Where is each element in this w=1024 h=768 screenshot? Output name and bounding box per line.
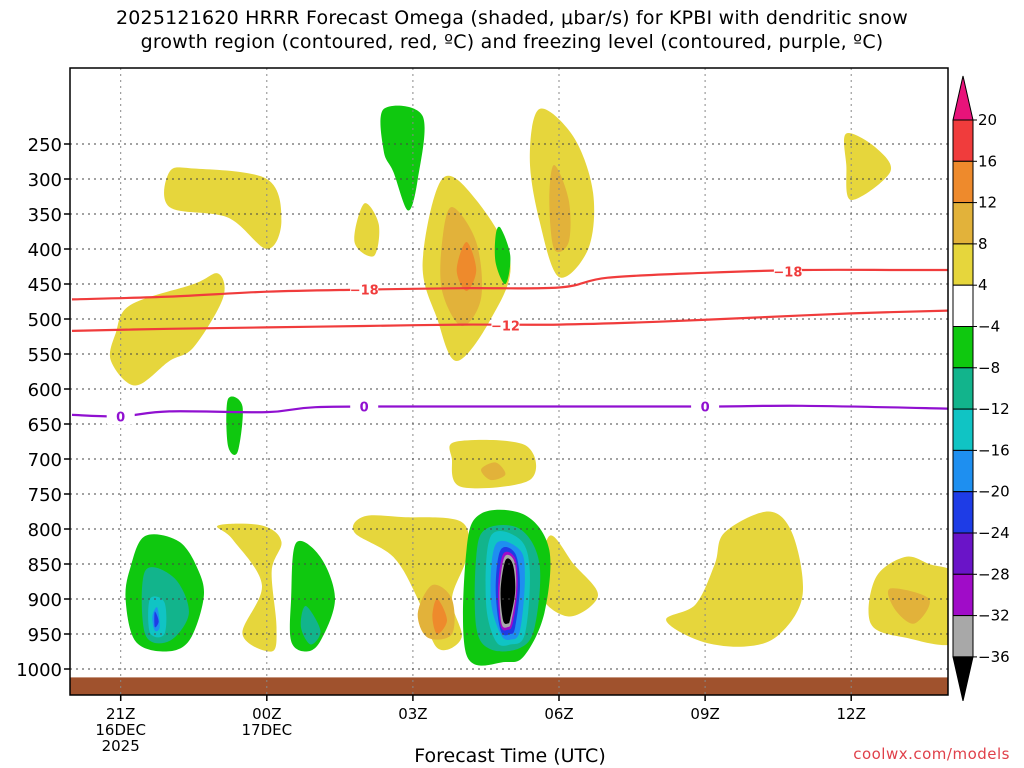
omega-region-4-9 — [538, 535, 599, 617]
x-tick-label-0-2: 2025 — [102, 737, 140, 755]
y-tick-label-13: 900 — [28, 590, 62, 611]
omega-region-4-10 — [666, 511, 804, 647]
colorbar-bottom-arrow — [952, 656, 974, 702]
colorbar-swatch-11 — [952, 532, 974, 575]
omega-region-4-4 — [843, 133, 892, 201]
colorbar-swatch-10 — [952, 491, 974, 534]
contour-label-1: −18 — [773, 265, 802, 280]
contour-label-0: −18 — [350, 284, 379, 299]
surface-band — [70, 677, 948, 695]
colorbar-label-7: −12 — [978, 400, 1010, 418]
omega-region-12-1 — [432, 598, 447, 635]
y-tick-label-3: 400 — [28, 240, 62, 261]
colorbar-swatch-5 — [952, 284, 974, 328]
colorbar-label-8: −16 — [978, 441, 1010, 459]
omega-shading — [70, 105, 948, 695]
plot-frame — [69, 67, 949, 696]
credit-text: coolwx.com/models — [853, 745, 1010, 763]
chart-title: 2025121620 HRRR Forecast Omega (shaded, … — [0, 6, 1024, 54]
colorbar-swatch-8 — [952, 408, 974, 451]
contour-label-bg-3 — [106, 408, 135, 425]
colorbar-swatch-3 — [952, 202, 974, 245]
colorbar-label-10: −24 — [978, 524, 1010, 542]
colorbar-swatch-1 — [952, 119, 974, 162]
y-tick-label-7: 600 — [28, 380, 62, 401]
y-tick-label-10: 750 — [28, 485, 62, 506]
x-tick-label-3-0: 06Z — [544, 705, 573, 723]
contour-label-bg-1 — [773, 263, 802, 280]
x-tick-label-1-0: 00Z — [252, 705, 281, 723]
omega-region-neg4-1 — [494, 226, 511, 285]
omega-region-neg36-0 — [500, 558, 516, 624]
colorbar-label-2: 12 — [978, 194, 997, 212]
colorbar-swatch-12 — [952, 573, 974, 617]
contour-lines: −18 −18 −12 0 0 0 — [71, 263, 948, 425]
omega-region-neg4-0 — [380, 105, 425, 211]
y-tick-label-9: 700 — [28, 450, 62, 471]
colorbar-label-5: −4 — [978, 318, 1000, 336]
omega-region-4-0 — [164, 167, 282, 250]
colorbar-label-1: 16 — [978, 152, 997, 170]
colorbar-swatch-6 — [952, 326, 974, 369]
y-tick-label-14: 950 — [28, 625, 62, 646]
y-tick-label-1: 300 — [28, 170, 62, 191]
contour-line-2 — [71, 404, 948, 418]
x-tick-label-2-0: 03Z — [398, 705, 427, 723]
x-tick-label-4-0: 09Z — [690, 705, 719, 723]
omega-region-8-1 — [549, 165, 571, 253]
omega-region-neg8-1 — [300, 605, 321, 645]
contour-line-0 — [71, 268, 948, 301]
omega-region-neg4-3 — [226, 396, 243, 455]
x-axis-title: Forecast Time (UTC) — [414, 745, 606, 767]
x-tick-label-5-0: 12Z — [837, 705, 866, 723]
y-tick-label-11: 800 — [28, 520, 62, 541]
omega-region-4-7 — [216, 523, 282, 652]
colorbar-label-3: 8 — [978, 235, 988, 253]
contour-label-2: −12 — [491, 319, 520, 334]
y-tick-label-12: 850 — [28, 555, 62, 576]
x-tick-label-0-0: 21Z — [106, 705, 135, 723]
contour-label-3: 0 — [116, 410, 125, 425]
axes: 250 300 350 400 450 500 550 600 650 700 750 800 850 9… — [16, 135, 866, 755]
y-tick-label-2: 350 — [28, 205, 62, 226]
contour-label-bg-5 — [691, 398, 720, 415]
colorbar-label-12: −32 — [978, 607, 1010, 625]
contour-label-4: 0 — [360, 401, 369, 416]
y-tick-label-15: 1000 — [16, 660, 62, 681]
contour-label-5: 0 — [701, 401, 710, 416]
colorbar-label-6: −8 — [978, 359, 1000, 377]
colorbar-label-9: −20 — [978, 483, 1010, 501]
colorbar-swatch-4 — [952, 243, 974, 286]
omega-region-neg20-0 — [154, 611, 159, 628]
chart-title-line-2: growth region (contoured, red, ºC) and f… — [140, 31, 884, 53]
x-tick-label-0-1: 16DEC — [95, 721, 146, 739]
omega-region-8-4 — [887, 588, 930, 624]
colorbar-swatch-9 — [952, 449, 974, 493]
omega-region-12-0 — [456, 242, 477, 291]
colorbar-top-arrow — [952, 75, 974, 121]
y-tick-label-8: 650 — [28, 415, 62, 436]
x-tick-label-1-1: 17DEC — [242, 721, 293, 739]
y-tick-label-4: 450 — [28, 275, 62, 296]
chart-title-line-1: 2025121620 HRRR Forecast Omega (shaded, … — [115, 7, 908, 29]
y-tick-label-0: 250 — [28, 135, 62, 156]
y-tick-label-5: 500 — [28, 310, 62, 331]
colorbar: 20 16 12 8 4 −4 −8 −12 −16 −20 −24 −28 −32 −36 — [952, 75, 1010, 702]
colorbar-swatch-2 — [952, 160, 974, 204]
omega-region-8-2 — [481, 462, 506, 481]
colorbar-swatch-13 — [952, 615, 974, 658]
omega-region-4-1 — [354, 203, 380, 257]
colorbar-label-4: 4 — [978, 276, 988, 294]
contour-label-bg-0 — [350, 281, 379, 298]
colorbar-swatch-7 — [952, 367, 974, 410]
grid-lines — [70, 68, 948, 695]
colorbar-label-11: −28 — [978, 565, 1010, 583]
colorbar-label-13: −36 — [978, 648, 1010, 666]
contour-label-bg-4 — [350, 398, 379, 415]
colorbar-label-0: 20 — [978, 111, 997, 129]
contour-label-bg-2 — [491, 317, 520, 334]
y-tick-label-6: 550 — [28, 345, 62, 366]
